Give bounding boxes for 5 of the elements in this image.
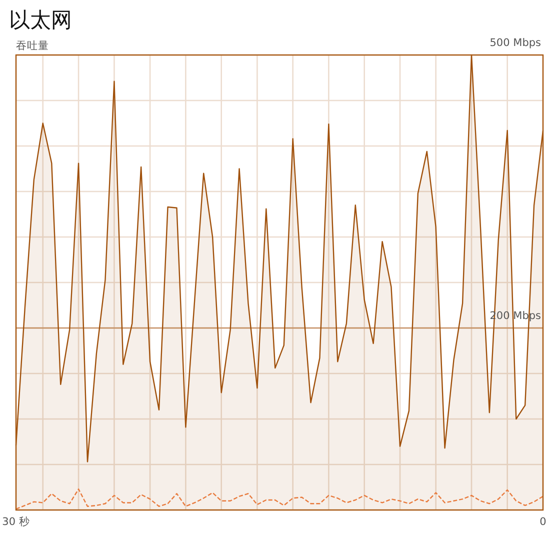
y-axis-title: 吞吐量 [16,39,49,52]
chart-title: 以太网 [9,8,72,32]
y-tick-label: 500 Mbps [490,37,541,49]
x-tick-label: 30 秒 [2,516,30,528]
x-tick-label: 0 [540,516,546,528]
